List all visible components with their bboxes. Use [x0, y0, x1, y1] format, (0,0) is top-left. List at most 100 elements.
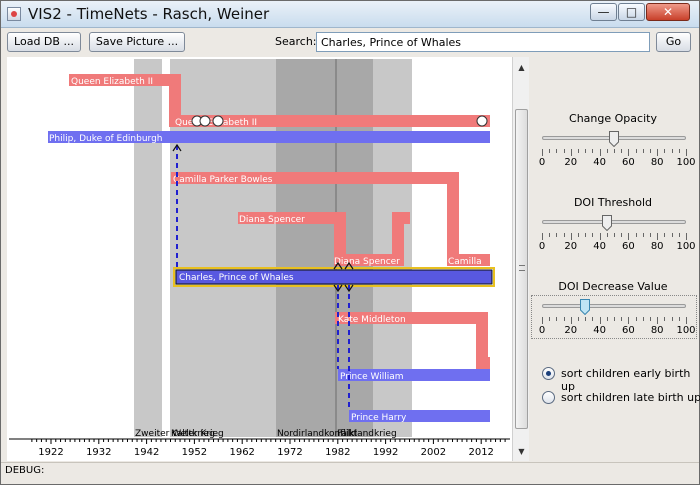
link-arrow-3 [344, 261, 354, 270]
go-button[interactable]: Go [656, 32, 691, 52]
slider-tick [621, 233, 623, 237]
slider-tick [635, 233, 637, 237]
load-db-button[interactable]: Load DB ... [7, 32, 81, 52]
slider-tick [671, 317, 673, 321]
radio-unselected-icon[interactable] [542, 391, 555, 404]
charles-label[interactable]: Charles, Prince of Whales [179, 273, 294, 283]
x-axis-tick-label: 1992 [373, 447, 398, 458]
doi-decrease-knob[interactable] [580, 299, 591, 315]
save-picture-button[interactable]: Save Picture ... [89, 32, 185, 52]
slider-scale-label: 80 [650, 241, 664, 252]
scrollbar-thumb[interactable] [515, 109, 528, 429]
event-label-falklandkrieg: Falklandkrieg [337, 429, 397, 439]
slider-tick [542, 317, 543, 324]
opacity-slider-knob[interactable] [609, 131, 619, 147]
child-marker-3[interactable] [212, 115, 224, 127]
slider-scale-label: 20 [564, 325, 578, 336]
philip-label[interactable]: Philip, Duke of Edinburgh [49, 134, 163, 144]
slider-tick [556, 317, 558, 321]
scrollbar-grip-icon [519, 265, 525, 271]
slider-tick [628, 149, 630, 156]
slider-tick [599, 149, 601, 156]
slider-tick [664, 233, 666, 237]
search-input[interactable] [316, 32, 650, 52]
event-band-zweiter-weltkrieg [134, 59, 162, 437]
x-axis-tick-label: 1932 [86, 447, 111, 458]
slider-tick [650, 149, 651, 153]
doi-decrease-ticks [542, 317, 687, 325]
kate-line [335, 312, 490, 369]
maximize-button[interactable]: □ [618, 3, 645, 21]
sort-late-radio[interactable]: sort children late birth up [542, 390, 700, 406]
timeline-canvas[interactable]: Queen Elizabeth II Queen Elizabeth II Ph… [7, 57, 512, 461]
debug-status: DEBUG: [5, 465, 45, 476]
title-bar[interactable]: VIS2 - TimeNets - Rasch, Weiner — □ ✕ [1, 1, 699, 28]
slider-tick [671, 149, 673, 153]
slider-scale-label: 0 [538, 241, 546, 252]
sort-early-radio[interactable]: sort children early birth up [542, 366, 700, 393]
event-label-kalter-krieg: Kalter Krieg [171, 429, 224, 439]
toolbar: Load DB ... Save Picture ... Search: Go [1, 28, 699, 56]
queen-elizabeth-label[interactable]: Queen Elizabeth II [71, 77, 153, 87]
camilla-married-label: Camilla [448, 257, 482, 267]
scroll-down-arrow-icon[interactable]: ▼ [518, 447, 525, 456]
slider-tick [621, 149, 623, 153]
doi-threshold-track[interactable] [542, 220, 686, 224]
slider-tick [621, 317, 623, 321]
x-axis-tick-label: 2002 [421, 447, 446, 458]
camilla-label[interactable]: Camilla Parker Bowles [173, 175, 273, 185]
slider-tick [585, 233, 587, 237]
opacity-slider-ticks [542, 149, 687, 157]
timeline-vertical-scrollbar[interactable]: ▲ ▼ [512, 57, 529, 461]
slider-tick [556, 149, 558, 153]
sort-late-label: sort children late birth up [561, 391, 700, 404]
x-axis-tick-label: 2012 [468, 447, 493, 458]
slider-tick [686, 317, 687, 324]
slider-tick [570, 233, 572, 240]
link-arrow-5 [344, 284, 354, 293]
slider-tick [657, 233, 659, 240]
slider-tick [671, 233, 673, 237]
william-label[interactable]: Prince William [340, 372, 404, 382]
child-marker-2[interactable] [199, 115, 211, 127]
slider-scale-label: 100 [676, 157, 696, 168]
william-line [338, 369, 490, 381]
doi-decrease-focus [531, 295, 697, 339]
x-axis-tick-label: 1952 [182, 447, 207, 458]
harry-label[interactable]: Prince Harry [351, 413, 407, 423]
link-arrow-4 [333, 284, 343, 293]
slider-tick [592, 149, 594, 153]
radio-selected-icon[interactable] [542, 367, 555, 380]
slider-tick [606, 233, 608, 237]
doi-decrease-title: DOI Decrease Value [558, 280, 668, 293]
slider-tick [628, 317, 630, 324]
slider-tick [657, 149, 659, 156]
scroll-up-arrow-icon[interactable]: ▲ [518, 63, 525, 72]
doi-threshold-ticks [542, 233, 687, 241]
sort-early-label: sort children early birth up [561, 367, 691, 393]
slider-tick [599, 233, 601, 240]
slider-scale-label: 80 [650, 157, 664, 168]
slider-tick [563, 233, 565, 237]
slider-tick [686, 149, 687, 156]
diana-label[interactable]: Diana Spencer [239, 215, 305, 225]
kate-label[interactable]: Kate Middleton [338, 315, 406, 325]
slider-scale-label: 0 [538, 325, 546, 336]
status-bar: DEBUG: [1, 462, 699, 484]
slider-scale-label: 20 [564, 157, 578, 168]
slider-tick [614, 233, 615, 237]
doi-threshold-knob[interactable] [601, 215, 612, 231]
x-axis-tick-label: 1972 [277, 447, 302, 458]
close-button[interactable]: ✕ [646, 3, 690, 21]
slider-tick [678, 317, 680, 321]
slider-tick [578, 233, 579, 237]
doi-decrease-track[interactable] [542, 304, 686, 308]
minimize-button[interactable]: — [590, 3, 617, 21]
slider-tick [664, 149, 666, 153]
slider-tick [642, 233, 644, 237]
child-marker-4[interactable] [476, 115, 488, 127]
split-divider[interactable] [529, 57, 532, 461]
queen-elizabeth-line [69, 74, 490, 127]
event-label-zweiter-weltkrieg: Zweiter Weltkrieg [135, 429, 215, 439]
diana-line [238, 212, 410, 266]
